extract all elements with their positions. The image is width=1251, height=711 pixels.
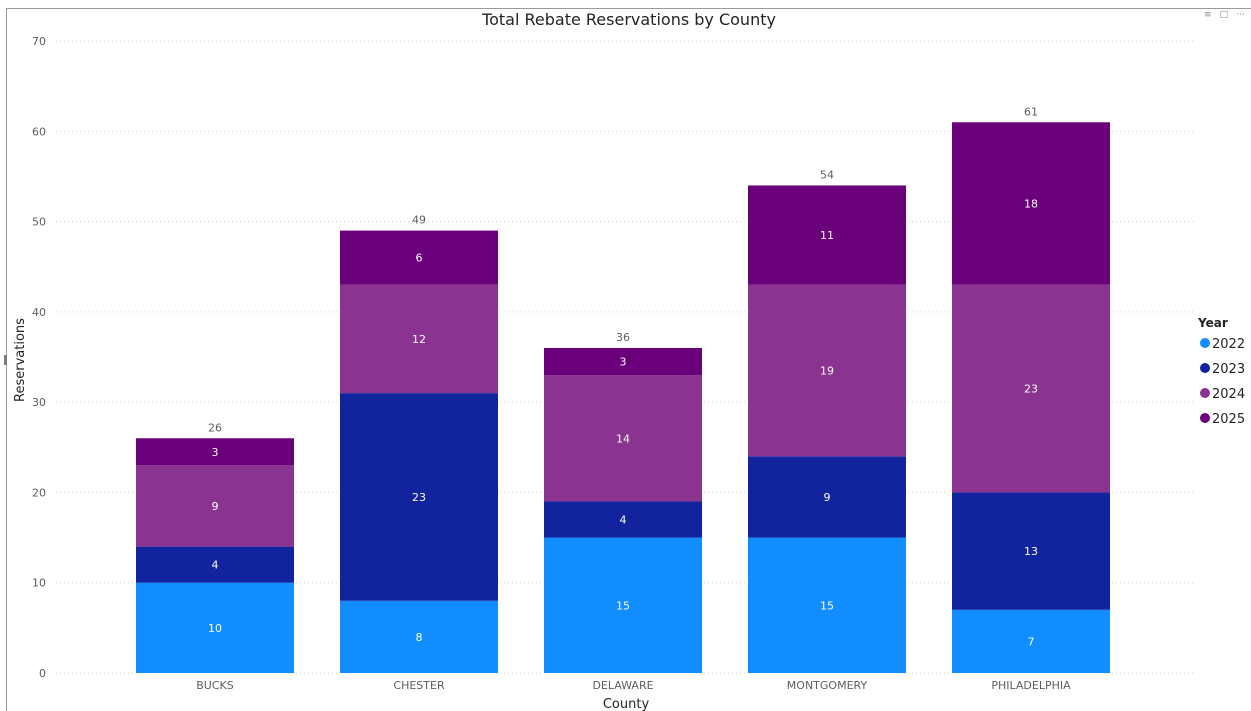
legend: Year 2022 2023 2024 2025 [1197, 316, 1245, 427]
bar-segment-philadelphia-2023[interactable] [952, 492, 1110, 610]
bar-segment-bucks-2023[interactable] [136, 546, 294, 583]
total-value-label: 61 [1024, 105, 1038, 118]
segment-value-label: 14 [616, 432, 630, 445]
segment-value-label: 11 [820, 229, 834, 242]
bar-segment-chester-2022[interactable] [340, 600, 498, 673]
bar-segment-delaware-2025[interactable] [544, 347, 702, 376]
y-tick-label: 60 [32, 125, 46, 138]
bar-segment-bucks-2024[interactable] [136, 465, 294, 547]
segment-value-label: 23 [1024, 383, 1038, 396]
segment-value-label: 13 [1024, 545, 1038, 558]
segment-value-label: 19 [820, 365, 834, 378]
segment-value-label: 9 [212, 500, 219, 513]
bar-segment-bucks-2022[interactable] [136, 582, 294, 673]
segment-value-label: 4 [620, 514, 627, 527]
y-tick-label: 20 [32, 486, 46, 499]
x-axis-label: County [603, 697, 650, 711]
segment-value-label: 3 [620, 356, 627, 369]
y-tick-label: 10 [32, 577, 46, 590]
bar-segment-philadelphia-2025[interactable] [952, 122, 1110, 285]
segment-value-label: 4 [212, 559, 219, 572]
total-value-label: 49 [412, 214, 426, 227]
visual-header-icons: ≡ □ ⋯ [1204, 10, 1245, 20]
total-value-label: 26 [208, 421, 222, 434]
data-labels: 1049326823126491541433615919115471323186… [208, 105, 1038, 648]
segment-value-label: 6 [416, 252, 423, 265]
bar-segment-montgomery-2022[interactable] [748, 537, 906, 673]
segment-value-label: 3 [212, 446, 219, 459]
filter-icon[interactable]: ≡ [1203, 10, 1212, 20]
segment-value-label: 9 [824, 491, 831, 504]
more-options-icon[interactable]: ⋯ [1236, 10, 1245, 20]
total-value-label: 54 [820, 168, 834, 181]
x-tick-label: MONTGOMERY [787, 679, 868, 692]
y-tick-label: 40 [32, 306, 46, 319]
legend-marker-2023[interactable] [1200, 363, 1210, 373]
y-axis-label: Reservations [13, 318, 28, 402]
segment-value-label: 15 [616, 599, 630, 612]
x-tick-label: DELAWARE [592, 679, 653, 692]
bar-segment-montgomery-2023[interactable] [748, 456, 906, 538]
x-tick-label: PHILADELPHIA [991, 679, 1071, 692]
legend-marker-2024[interactable] [1200, 388, 1210, 398]
bar-segment-delaware-2023[interactable] [544, 501, 702, 538]
legend-label-2023[interactable]: 2023 [1212, 362, 1245, 377]
bar-segment-bucks-2025[interactable] [136, 438, 294, 466]
focus-mode-icon[interactable]: □ [1219, 10, 1228, 20]
y-tick-label: 30 [32, 396, 46, 409]
x-tick-label: BUCKS [196, 679, 233, 692]
segment-value-label: 18 [1024, 198, 1038, 211]
y-tick-label: 50 [32, 216, 46, 229]
bar-segment-delaware-2024[interactable] [544, 375, 702, 502]
legend-title: Year [1197, 316, 1228, 330]
legend-marker-2025[interactable] [1200, 413, 1210, 423]
total-value-label: 36 [616, 331, 630, 344]
legend-label-2025[interactable]: 2025 [1212, 412, 1245, 427]
visual-resize-handle[interactable] [4, 355, 7, 365]
bars [136, 122, 1110, 673]
y-tick-label: 70 [32, 35, 46, 48]
segment-value-label: 7 [1028, 635, 1035, 648]
bar-segment-delaware-2022[interactable] [544, 537, 702, 673]
bar-segment-montgomery-2025[interactable] [748, 185, 906, 285]
segment-value-label: 15 [820, 599, 834, 612]
segment-value-label: 8 [416, 631, 423, 644]
legend-marker-2022[interactable] [1200, 338, 1210, 348]
bar-segment-montgomery-2024[interactable] [748, 284, 906, 457]
bar-segment-chester-2025[interactable] [340, 230, 498, 285]
visual-frame-top-border [6, 8, 1251, 9]
axes: 0 10 20 30 40 50 60 70 BUCKS CHESTER DELAWARE MONTG… [32, 35, 1071, 692]
segment-value-label: 10 [208, 622, 222, 635]
segment-value-label: 12 [412, 333, 426, 346]
legend-label-2024[interactable]: 2024 [1212, 387, 1245, 402]
segment-value-label: 23 [412, 491, 426, 504]
bar-segment-philadelphia-2022[interactable] [952, 609, 1110, 673]
y-tick-label: 0 [39, 667, 46, 680]
bar-segment-chester-2023[interactable] [340, 393, 498, 601]
chart-title: Total Rebate Reservations by County [481, 10, 776, 29]
bar-segment-philadelphia-2024[interactable] [952, 284, 1110, 493]
legend-label-2022[interactable]: 2022 [1212, 337, 1245, 352]
x-tick-label: CHESTER [393, 679, 445, 692]
bar-segment-chester-2024[interactable] [340, 284, 498, 394]
